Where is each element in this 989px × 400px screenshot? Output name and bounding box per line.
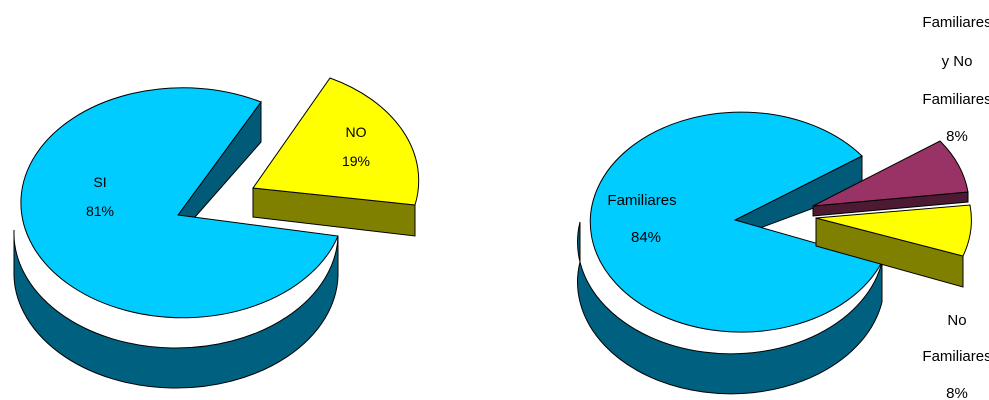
pie2-value-fyn: 8%: [946, 128, 968, 145]
pie1-slice-si-side: [13, 229, 339, 389]
pie2-slice-fyn-top: [812, 140, 969, 207]
pie2-label-nf-line2: Familiares: [922, 348, 989, 365]
pie2-slice-no-familiares: [815, 204, 972, 288]
pie2-slice-nf-top: [815, 204, 972, 257]
pie2-label-nf-line1: No: [947, 312, 966, 329]
pie2-label-familiares: Familiares: [607, 192, 676, 209]
pie2-slice-familiares-top: [589, 111, 883, 333]
pie1-slice-si: [13, 87, 339, 389]
pie2-label-fyn-line1: Familiares: [922, 14, 989, 31]
pie1-value-si: 81%: [86, 203, 114, 219]
pie1-slice-no: [252, 77, 420, 237]
pie2-slice-familiares-y-no-familiares: [812, 140, 969, 217]
pie2-label-fyn-line2: y No: [942, 53, 973, 70]
pie1-slice-si-top: [20, 87, 339, 319]
pie1-label-si: SI: [93, 174, 106, 190]
pie-chart-familiares: Familiares 84% Familiares y No Familiare…: [577, 14, 989, 400]
pie2-slice-familiares-side: [577, 221, 883, 395]
pie-chart-si-no: SI 81% NO 19%: [13, 77, 420, 389]
pie2-value-familiares: 84%: [631, 229, 661, 246]
pie2-label-fyn-line3: Familiares: [922, 91, 989, 108]
pie1-value-no: 19%: [342, 153, 370, 169]
pie1-slice-no-top: [252, 77, 420, 206]
pie2-value-nf: 8%: [946, 385, 968, 400]
pie2-slice-familiares: [577, 111, 883, 395]
pie1-label-no: NO: [346, 124, 367, 140]
